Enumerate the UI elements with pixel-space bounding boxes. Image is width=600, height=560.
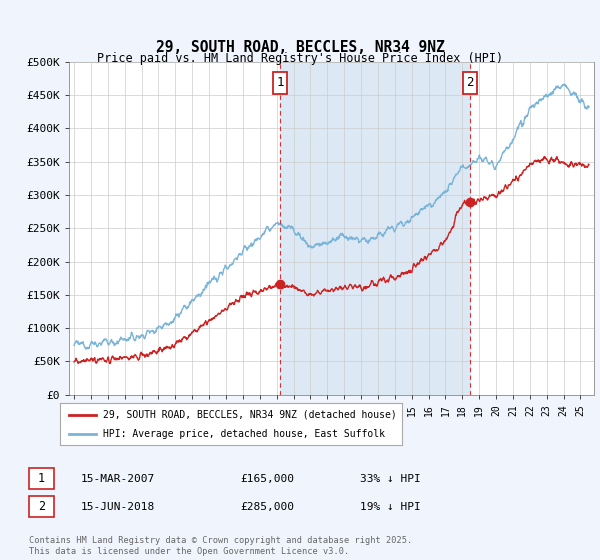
- Bar: [463, 72, 477, 94]
- Text: HPI: Average price, detached house, East Suffolk: HPI: Average price, detached house, East…: [103, 429, 385, 439]
- Text: 29, SOUTH ROAD, BECCLES, NR34 9NZ: 29, SOUTH ROAD, BECCLES, NR34 9NZ: [155, 40, 445, 55]
- Text: £165,000: £165,000: [240, 474, 294, 484]
- Bar: [273, 72, 287, 94]
- Text: Contains HM Land Registry data © Crown copyright and database right 2025.
This d: Contains HM Land Registry data © Crown c…: [29, 536, 412, 556]
- Text: 15-MAR-2007: 15-MAR-2007: [81, 474, 155, 484]
- Text: 33% ↓ HPI: 33% ↓ HPI: [360, 474, 421, 484]
- Text: 2: 2: [38, 500, 45, 514]
- Text: £285,000: £285,000: [240, 502, 294, 512]
- Text: 1: 1: [38, 472, 45, 486]
- Bar: [280, 62, 470, 395]
- Text: 2: 2: [466, 76, 473, 90]
- Text: 19% ↓ HPI: 19% ↓ HPI: [360, 502, 421, 512]
- Text: 29, SOUTH ROAD, BECCLES, NR34 9NZ (detached house): 29, SOUTH ROAD, BECCLES, NR34 9NZ (detac…: [103, 409, 397, 419]
- Text: 15-JUN-2018: 15-JUN-2018: [81, 502, 155, 512]
- Text: Price paid vs. HM Land Registry's House Price Index (HPI): Price paid vs. HM Land Registry's House …: [97, 52, 503, 66]
- Text: 1: 1: [277, 76, 284, 90]
